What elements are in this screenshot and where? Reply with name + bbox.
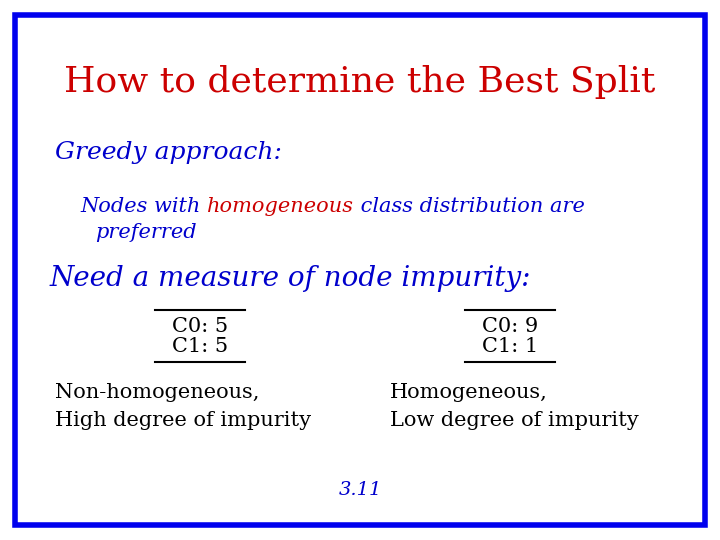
Text: Low degree of impurity: Low degree of impurity (390, 410, 639, 429)
Text: C0: 5: C0: 5 (172, 316, 228, 335)
Text: homogeneous: homogeneous (207, 198, 354, 217)
Text: preferred: preferred (95, 222, 197, 241)
Text: Nodes with: Nodes with (80, 198, 207, 217)
Text: C1: 5: C1: 5 (172, 338, 228, 356)
Text: C0: 9: C0: 9 (482, 316, 538, 335)
Text: class distribution are: class distribution are (354, 198, 585, 217)
Text: C1: 1: C1: 1 (482, 338, 538, 356)
Text: How to determine the Best Split: How to determine the Best Split (64, 65, 656, 99)
Text: Non-homogeneous,: Non-homogeneous, (55, 383, 259, 402)
Text: Need a measure of node impurity:: Need a measure of node impurity: (50, 265, 531, 292)
Text: Homogeneous,: Homogeneous, (390, 383, 548, 402)
Text: Greedy approach:: Greedy approach: (55, 140, 282, 164)
Text: High degree of impurity: High degree of impurity (55, 410, 311, 429)
Text: 3.11: 3.11 (338, 481, 382, 499)
